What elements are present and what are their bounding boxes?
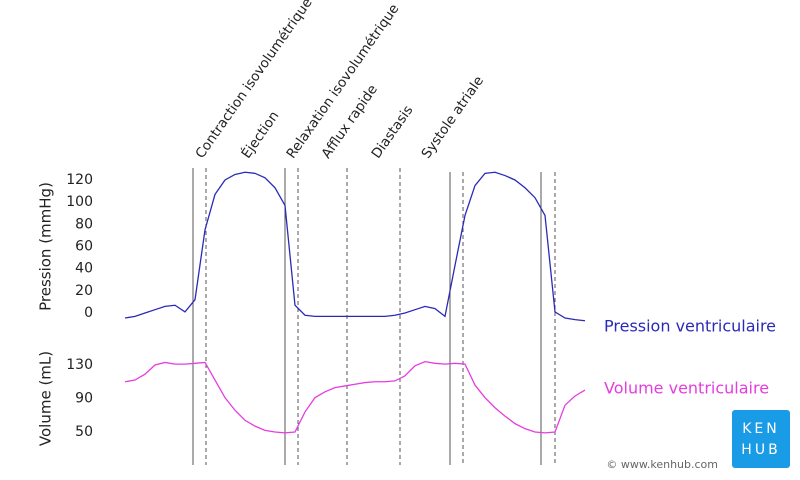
legend-label: Volume ventriculaire [604, 379, 769, 398]
y-axis-label: Pression (mmHg) [37, 182, 55, 311]
phase-label: Éjection [238, 108, 283, 162]
y-tick-label: 80 [75, 216, 93, 232]
logo [732, 410, 790, 468]
y-tick-label: 130 [66, 357, 93, 373]
legend-label: Pression ventriculaire [604, 317, 776, 336]
y-tick-label: 60 [75, 239, 93, 255]
y-tick-label: 50 [75, 424, 93, 440]
y-tick-label: 0 [84, 305, 93, 321]
logo-text: KEN [742, 421, 780, 437]
credit: © www.kenhub.com [606, 458, 718, 471]
y-tick-label: 90 [75, 391, 93, 407]
y-tick-label: 100 [66, 194, 93, 210]
y-tick-label: 120 [66, 172, 93, 188]
series-line [124, 171, 586, 322]
y-tick-label: 40 [75, 261, 93, 277]
y-axis-label: Volume (mL) [37, 351, 55, 446]
y-tick-label: 20 [75, 283, 93, 299]
phase-label: Diastasis [368, 103, 416, 162]
series-line [124, 360, 586, 434]
phase-label: Systole atriale [418, 73, 487, 161]
logo-text: HUB [741, 442, 780, 458]
